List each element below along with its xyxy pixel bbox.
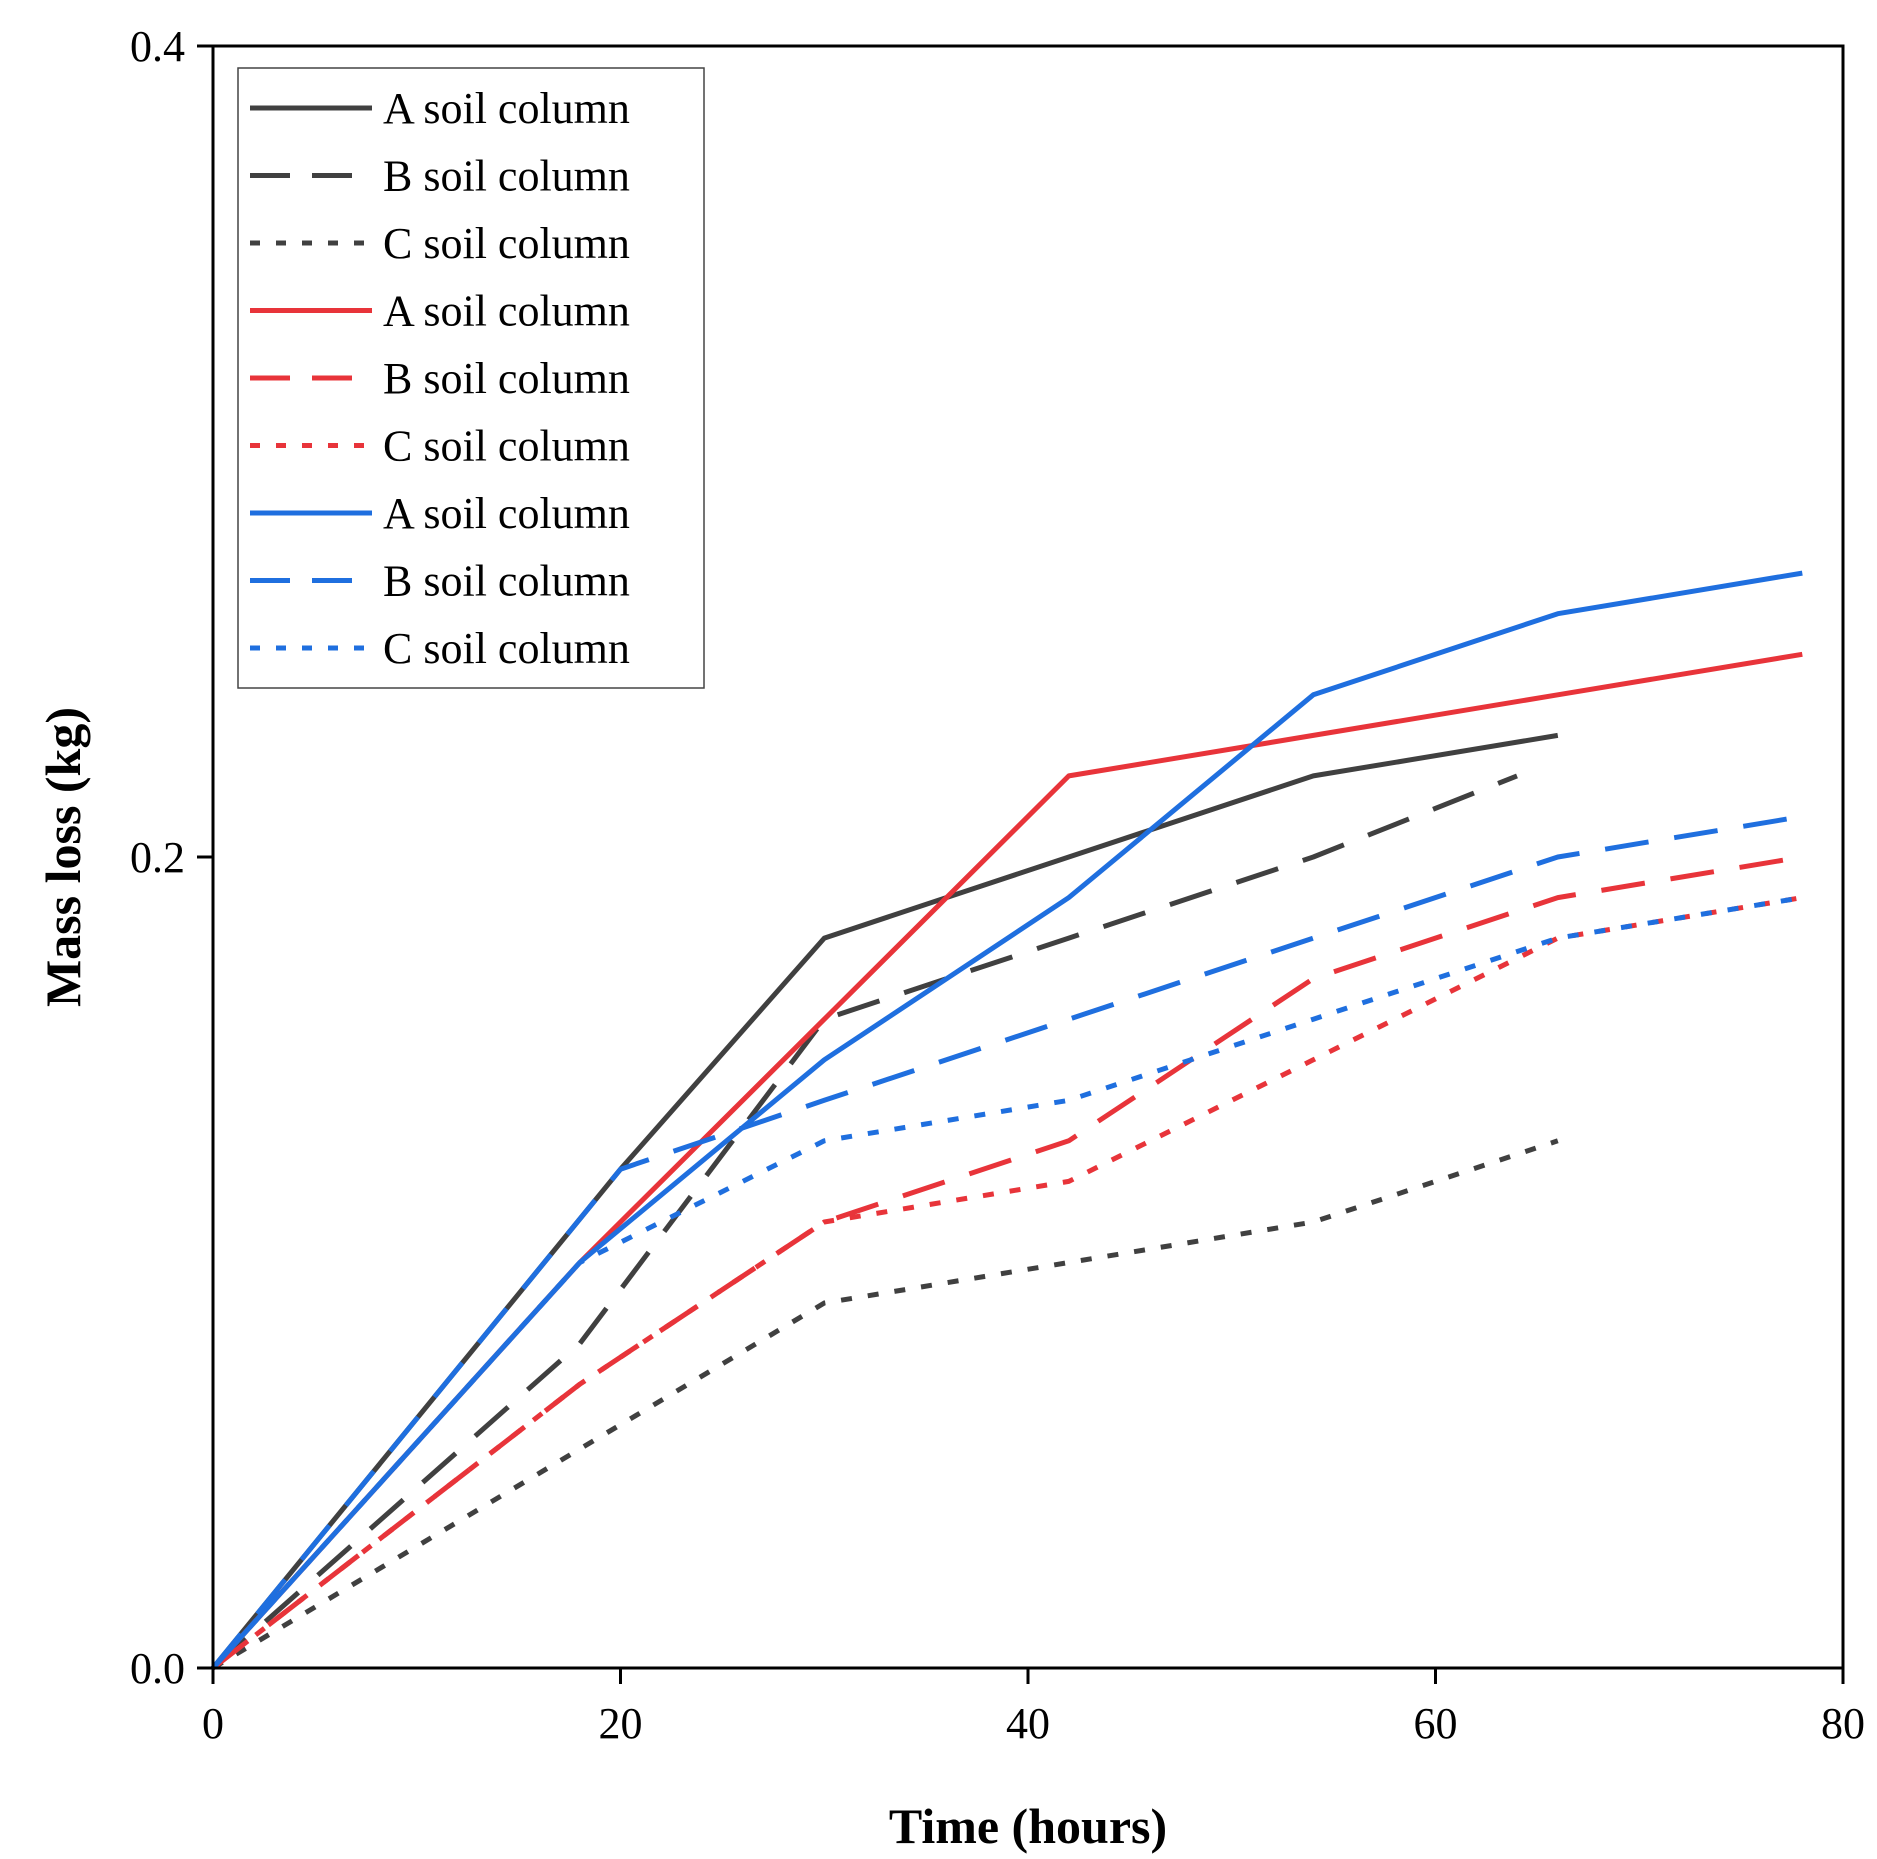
series-line-7 (211, 570, 1803, 1670)
y-tick-label-0: 0.0 (130, 1644, 185, 1693)
legend-label-2: B soil column (383, 152, 630, 201)
x-tick-label-1: 20 (599, 1699, 643, 1748)
legend-label-4: A soil column (383, 287, 630, 336)
x-axis-title: Time (hours) (889, 1798, 1167, 1854)
x-tick-label-0: 0 (202, 1699, 224, 1748)
y-axis-title: Mass loss (kg) (35, 707, 91, 1007)
y-tick-label-2: 0.4 (130, 22, 185, 71)
y-tick-label-1: 0.2 (130, 833, 185, 882)
legend-label-7: A soil column (383, 489, 630, 538)
legend-label-1: A soil column (383, 84, 630, 133)
series-line-2 (211, 773, 1518, 1670)
legend: A soil column B soil column C soil column A… (237, 67, 705, 689)
x-tick-label-2: 40 (1006, 1699, 1050, 1748)
series-line-3 (211, 1138, 1559, 1671)
legend-label-5: B soil column (383, 354, 630, 403)
series-line-9 (211, 895, 1803, 1670)
legend-label-9: C soil column (383, 624, 630, 673)
series-line-5 (211, 854, 1803, 1670)
series-line-6 (211, 895, 1803, 1670)
legend-label-8: B soil column (383, 557, 630, 606)
legend-label-6: C soil column (383, 422, 630, 471)
series-line-8 (211, 814, 1803, 1670)
series-layer (211, 570, 1803, 1671)
legend-label-3: C soil column (383, 219, 630, 268)
axis-ticks: 0 20 40 60 80 0.0 0.2 0.4 (130, 22, 1865, 1748)
x-tick-label-4: 80 (1821, 1699, 1865, 1748)
x-tick-label-3: 60 (1414, 1699, 1458, 1748)
series-line-1 (211, 732, 1559, 1670)
